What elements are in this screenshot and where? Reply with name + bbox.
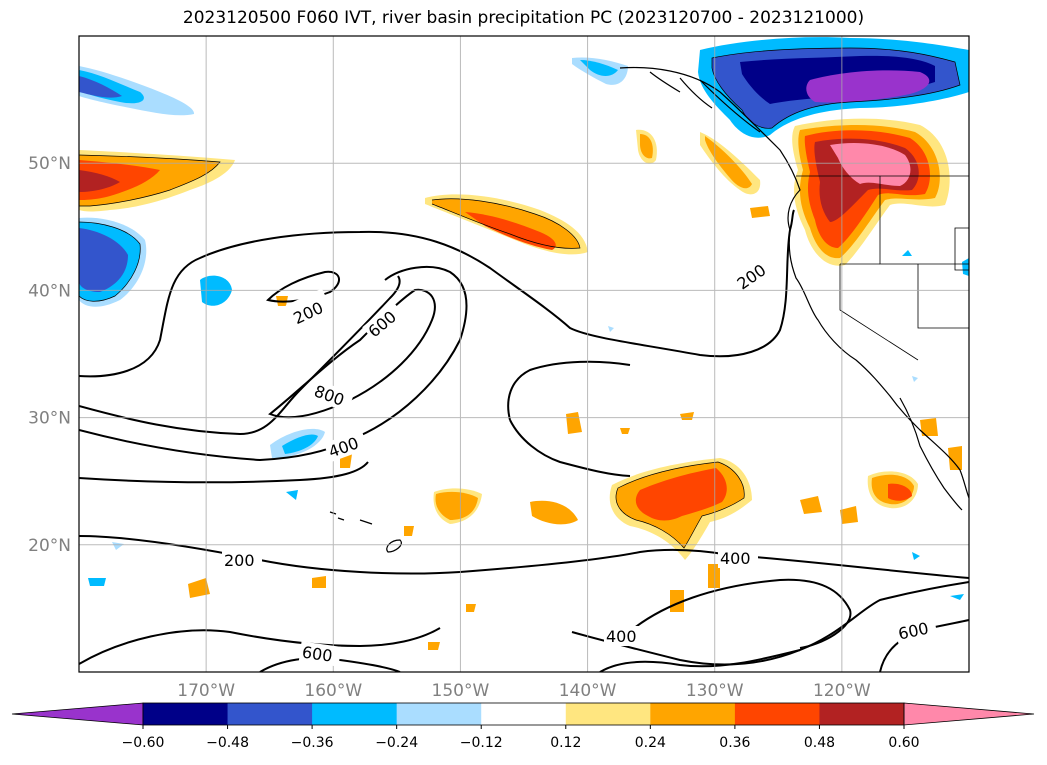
lat-tick-label: 30°N bbox=[28, 409, 71, 429]
colorbar-swatch bbox=[650, 703, 736, 725]
colorbar-tick-label: −0.36 bbox=[291, 735, 334, 751]
positive-pc-shading bbox=[79, 118, 962, 650]
contour-label: 200 bbox=[224, 551, 255, 570]
colorbar-swatch bbox=[396, 703, 482, 725]
colorbar-swatch bbox=[481, 703, 567, 725]
colorbar-tick-label: −0.48 bbox=[206, 735, 249, 751]
colorbar-tick-label: −0.12 bbox=[460, 735, 503, 751]
lon-tick-label: 150°W bbox=[432, 681, 490, 701]
lon-tick-label: 170°W bbox=[177, 681, 235, 701]
contour-label: 400 bbox=[606, 627, 637, 646]
colorbar-tick-label: 0.60 bbox=[888, 735, 919, 751]
contour-label: 400 bbox=[720, 549, 751, 568]
colorbar-swatch bbox=[227, 703, 313, 725]
longitude-labels: 170°W 160°W 150°W 140°W 130°W 120°W bbox=[177, 681, 871, 701]
pc-outlines bbox=[79, 47, 961, 549]
colorbar-tick-label: −0.24 bbox=[375, 735, 418, 751]
coastlines bbox=[329, 66, 969, 553]
latitude-labels: 20°N 30°N 40°N 50°N bbox=[28, 154, 71, 556]
negative-pc-shading bbox=[79, 37, 969, 600]
colorbar-extend-min bbox=[11, 702, 144, 726]
lat-tick-label: 40°N bbox=[28, 281, 71, 301]
colorbar-tick-label: 0.24 bbox=[635, 735, 666, 751]
colorbar-swatch bbox=[312, 703, 398, 725]
colorbar-tick-label: 0.36 bbox=[719, 735, 750, 751]
grid-lines bbox=[79, 36, 969, 672]
contour-label: 600 bbox=[301, 643, 334, 666]
lon-tick-label: 130°W bbox=[686, 681, 744, 701]
chart-title: 2023120500 F060 IVT, river basin precipi… bbox=[182, 8, 865, 28]
lon-tick-label: 140°W bbox=[559, 681, 617, 701]
lat-tick-label: 50°N bbox=[28, 154, 71, 174]
colorbar-tick-label: −0.60 bbox=[122, 735, 165, 751]
colorbar-swatch bbox=[734, 703, 820, 725]
colorbar-tick-label: 0.12 bbox=[550, 735, 581, 751]
colorbar-frame bbox=[142, 702, 905, 726]
map-frame bbox=[78, 35, 970, 673]
lat-tick-label: 20°N bbox=[28, 536, 71, 556]
colorbar-swatch bbox=[565, 703, 651, 725]
colorbar-swatch bbox=[819, 703, 905, 725]
colorbar: −0.60 −0.48 −0.36 −0.24 −0.12 0.12 0.24 0.36 0.4… bbox=[11, 702, 1035, 751]
state-borders bbox=[796, 175, 969, 361]
colorbar-tick-label: 0.48 bbox=[804, 735, 835, 751]
colorbar-swatch bbox=[143, 703, 229, 725]
lon-tick-label: 160°W bbox=[304, 681, 362, 701]
lon-tick-label: 120°W bbox=[813, 681, 871, 701]
colorbar-extend-max bbox=[903, 702, 1035, 726]
